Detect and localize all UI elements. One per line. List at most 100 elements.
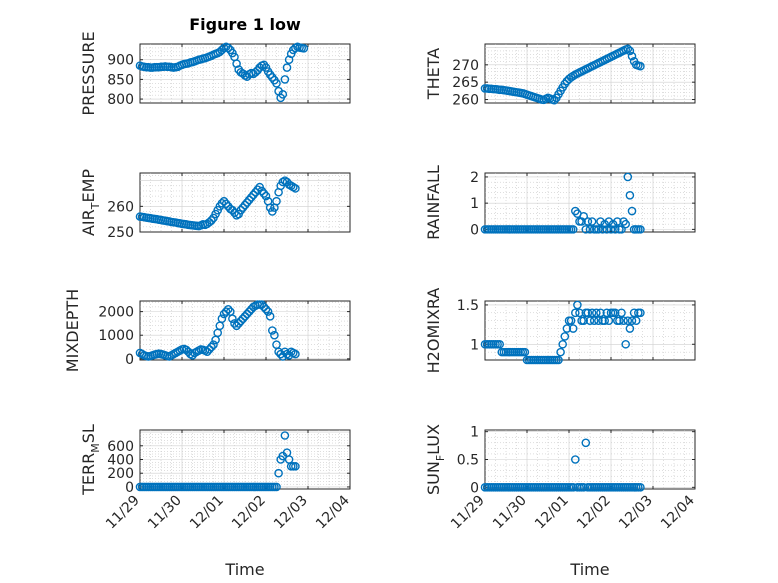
data-point (579, 483, 589, 492)
data-point (228, 314, 237, 324)
x-tick-label: 11/30 (490, 493, 530, 533)
data-point (596, 308, 605, 318)
data-point (627, 316, 637, 325)
data-point (244, 195, 254, 205)
y-axis-label: RAINFALL (424, 165, 443, 240)
data-point (251, 68, 260, 77)
x-axis-label: Time (224, 560, 264, 579)
data-point (221, 199, 231, 209)
data-point (587, 217, 597, 226)
series-points (480, 172, 645, 234)
y-tick-label: 600 (107, 439, 134, 455)
data-point (623, 172, 633, 182)
data-point (240, 312, 250, 321)
data-point (585, 316, 595, 325)
y-tick-label: 0 (125, 352, 134, 368)
data-point (602, 308, 612, 318)
data-point (236, 205, 246, 215)
y-tick-label: 0 (470, 222, 479, 238)
data-point (242, 309, 252, 319)
x-axis-label: Time (569, 560, 609, 579)
data-point (617, 308, 626, 318)
x-tick-label: 12/01 (187, 493, 227, 533)
data-point (629, 308, 639, 318)
chart-title: Figure 1 low (189, 15, 301, 34)
data-point (257, 300, 267, 309)
data-point (261, 304, 271, 314)
data-point (562, 324, 572, 333)
data-point (495, 339, 505, 349)
data-point (232, 321, 241, 331)
data-point (581, 225, 591, 234)
data-point (581, 438, 591, 448)
data-point (261, 191, 271, 201)
data-point (627, 51, 637, 61)
data-point (274, 468, 283, 478)
data-point (600, 219, 610, 229)
data-point (598, 225, 607, 234)
data-point (291, 349, 300, 359)
y-tick-label: 1000 (98, 328, 134, 344)
data-point (631, 316, 641, 325)
data-point (236, 316, 246, 326)
data-point (604, 217, 614, 226)
data-point (566, 316, 576, 325)
data-point (238, 314, 248, 324)
data-point (221, 307, 231, 316)
data-point (573, 300, 582, 310)
y-axis-label: THETA (424, 48, 443, 100)
data-point (606, 225, 616, 234)
y-tick-label: 200 (107, 466, 134, 482)
y-tick-label: 1 (470, 337, 479, 353)
data-point (204, 345, 214, 354)
data-point (272, 196, 281, 206)
series-points (480, 438, 645, 492)
data-point (265, 312, 275, 321)
data-point (619, 217, 628, 226)
data-point (623, 44, 633, 54)
y-tick-label: 2 (470, 170, 479, 186)
data-point (583, 217, 593, 226)
data-point (585, 225, 595, 234)
y-tick-label: 260 (452, 93, 479, 109)
series-points (135, 176, 300, 231)
subplot-pressure: 800 850 900 PRESSURE Figure 1 low (79, 15, 351, 116)
series-points (480, 300, 645, 365)
data-point (615, 316, 624, 325)
data-point (579, 211, 589, 221)
x-tick-label: 12/01 (532, 493, 572, 533)
x-tick-label: 12/04 (658, 492, 698, 532)
data-point (223, 304, 233, 314)
y-tick-label: 0 (470, 480, 479, 496)
y-axis-label: SUNFLUX (424, 424, 447, 495)
y-tick-label: 270 (452, 58, 479, 74)
data-point (623, 316, 633, 325)
data-point (594, 316, 603, 325)
x-tick-label: 12/03 (616, 493, 656, 533)
data-point (272, 79, 281, 88)
y-tick-label: 1 (470, 425, 479, 441)
data-point (608, 219, 618, 229)
data-point (636, 308, 645, 318)
data-point (625, 46, 635, 56)
data-point (619, 316, 628, 325)
y-tick-label: 1.5 (457, 298, 479, 314)
y-tick-label: 0.5 (457, 453, 479, 469)
x-tick-label: 11/30 (145, 493, 185, 533)
x-tick-label: 12/02 (229, 493, 269, 533)
data-point (242, 198, 252, 207)
data-point (249, 190, 258, 200)
data-point (259, 189, 269, 198)
data-point (577, 217, 586, 226)
data-point (636, 483, 645, 492)
y-tick-label: 260 (107, 199, 134, 215)
y-tick-label: 900 (107, 53, 134, 69)
data-point (568, 71, 578, 81)
x-tick-label: 12/02 (574, 493, 614, 533)
data-point (596, 217, 605, 226)
data-point (276, 349, 286, 359)
data-point (550, 95, 559, 105)
data-point (228, 205, 237, 215)
data-point (257, 186, 267, 196)
x-tick-label: 12/03 (271, 493, 311, 533)
